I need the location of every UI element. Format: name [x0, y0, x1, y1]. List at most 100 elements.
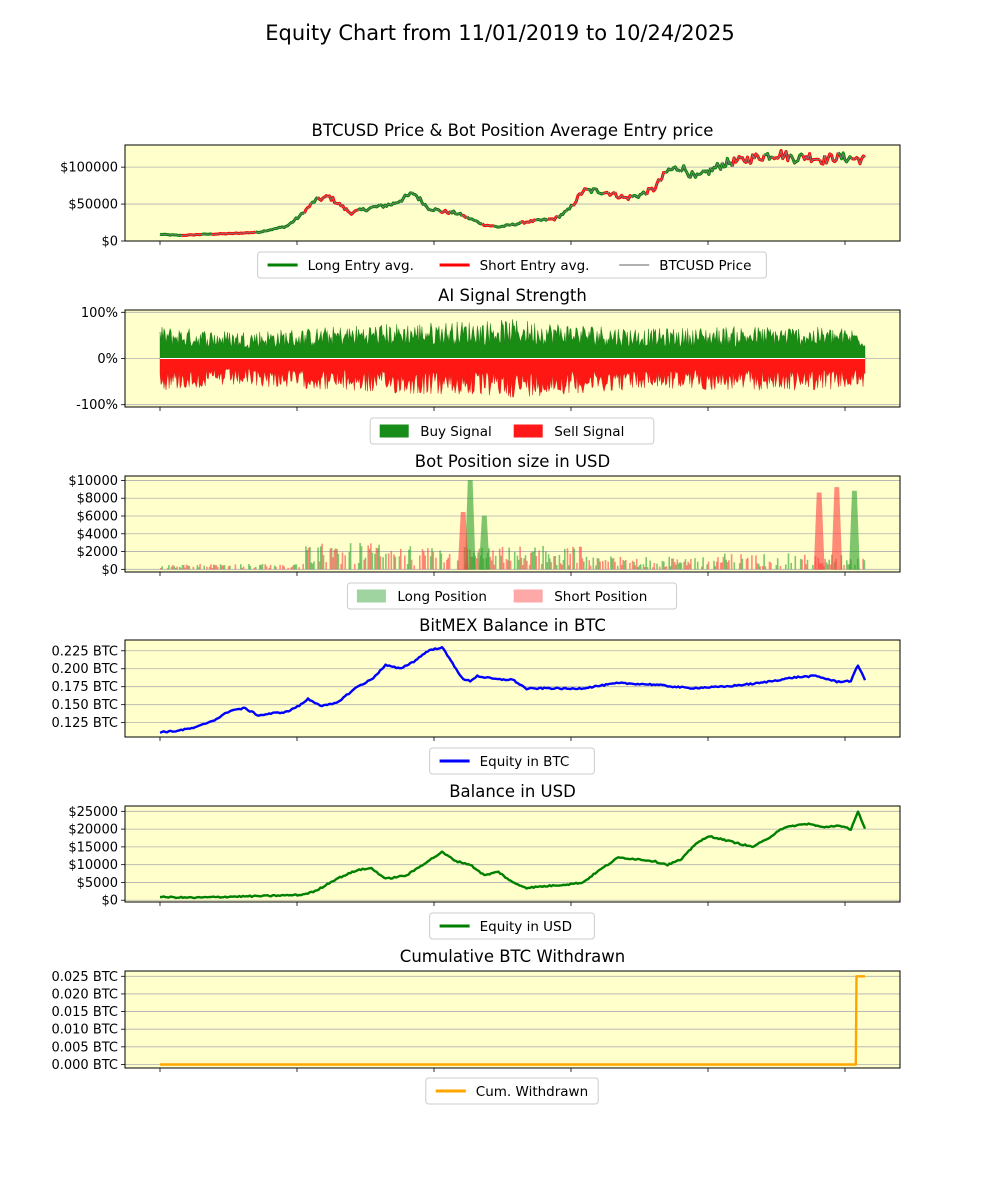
short-position-bar	[762, 566, 764, 570]
long-position-bar	[847, 564, 849, 570]
plot-area	[125, 640, 900, 737]
legend-box	[429, 912, 595, 940]
short-position-bar	[503, 562, 505, 570]
short-position-bar	[658, 566, 661, 570]
panel-title: Bot Position size in USD	[415, 452, 610, 471]
short-position-bar	[507, 560, 509, 570]
long-position-bar	[542, 546, 544, 570]
long-position-bar	[592, 557, 595, 570]
short-position-bar	[160, 568, 162, 570]
short-position-bar	[336, 549, 338, 570]
short-position-bar	[227, 566, 230, 570]
short-position-bar	[423, 551, 425, 570]
short-position-bar	[180, 568, 182, 570]
short-position-bar	[421, 549, 424, 570]
y-tick-label: 0.000 BTC	[51, 1058, 118, 1073]
short-position-bar	[756, 563, 759, 570]
short-position-bar	[419, 555, 421, 570]
short-position-bar	[528, 564, 531, 570]
short-position-bar	[535, 556, 538, 570]
legend-swatch	[379, 424, 409, 438]
withdrawn-line	[160, 975, 865, 1066]
y-tick-label: $2000	[77, 545, 118, 560]
short-position-bar	[318, 561, 321, 570]
long-position-bar	[313, 561, 315, 570]
panel-btc_balance: 0.125 BTC 0.150 BTC 0.175 BTC 0.200 BTC 0.22…	[51, 616, 901, 775]
short-position-bar	[804, 554, 806, 570]
legend: Equity in BTC	[429, 747, 595, 775]
short-position-bar	[290, 567, 292, 570]
plot-marks	[159, 646, 867, 734]
long-position-bar	[524, 555, 527, 570]
btc_balance-line	[159, 646, 867, 734]
short-position-bar	[448, 554, 451, 570]
panel-title: Balance in USD	[449, 782, 576, 801]
y-tick-label: $20000	[68, 823, 118, 838]
plot-marks	[159, 810, 867, 900]
short-position-bar	[612, 558, 615, 570]
long-position-bar	[261, 564, 264, 570]
short-position-bar	[435, 557, 437, 570]
long-position-bar	[679, 562, 681, 570]
y-tick-label: 0.125 BTC	[51, 716, 118, 731]
short-position-bar	[730, 554, 733, 570]
short-position-bar	[715, 561, 718, 570]
short-position-bar	[185, 564, 188, 570]
short-position-bar	[214, 565, 216, 570]
short-position-bar	[400, 548, 402, 570]
long-position-bar	[663, 561, 665, 570]
short-position-bar	[553, 556, 555, 570]
long-position-bar	[382, 557, 384, 570]
long-position-bar	[439, 550, 441, 570]
short-position-bar	[387, 553, 390, 570]
long-position-bar	[371, 552, 374, 570]
short-position-bar	[768, 561, 771, 570]
long-position-bar	[173, 566, 176, 570]
long-position-bar	[409, 546, 412, 570]
long-position-bar	[179, 566, 181, 570]
long-position-bar	[545, 551, 547, 570]
short-position-bar	[690, 558, 692, 570]
long-position-bar	[546, 562, 548, 570]
short-position-bar	[522, 565, 524, 570]
legend-label: Short Position	[554, 589, 647, 605]
long-position-bar	[812, 564, 814, 570]
short-position-bar	[424, 555, 426, 570]
long-position-bar	[249, 565, 252, 570]
short-position-bar	[764, 566, 767, 570]
long-position-bar	[828, 559, 830, 570]
short-position-bar	[493, 564, 496, 570]
short-position-bar	[687, 561, 689, 570]
short-position-bar	[530, 552, 532, 570]
short-position-bar	[498, 548, 501, 570]
legend: Buy Signal Sell Signal	[369, 417, 655, 445]
long-position-bar	[212, 564, 215, 570]
long-position-bar	[203, 565, 205, 570]
y-tick-label: $6000	[77, 510, 118, 525]
long-position-bar	[322, 555, 325, 570]
short-position-bar	[172, 565, 174, 570]
short-position-bar	[672, 558, 675, 570]
long-position-bar	[595, 565, 597, 570]
long-position-bar	[696, 561, 699, 570]
panel-withdrawn: 0.000 BTC 0.005 BTC 0.010 BTC 0.015 BTC 0.02…	[51, 947, 901, 1105]
long-position-bar	[170, 566, 173, 570]
long-position-bar	[558, 554, 561, 570]
long-position-bar	[378, 544, 380, 570]
long-position-bar	[763, 554, 765, 570]
long-position-bar	[188, 565, 191, 570]
long-position-bar	[198, 567, 200, 570]
short-position-bar	[208, 566, 211, 570]
legend: Long Position Short Position	[346, 582, 678, 610]
legend: Equity in USD	[429, 912, 595, 940]
short-position-bar	[745, 559, 748, 570]
short-position-bar	[241, 568, 243, 570]
long-position-bar	[223, 565, 226, 570]
short-position-bar	[740, 554, 742, 570]
short-position-bar	[370, 543, 372, 570]
legend-label: BTCUSD Price	[659, 258, 751, 274]
short-position-bar	[569, 553, 571, 570]
short-position-bar	[722, 556, 725, 570]
long-position-bar	[825, 562, 828, 570]
long-position-bar	[785, 564, 787, 570]
